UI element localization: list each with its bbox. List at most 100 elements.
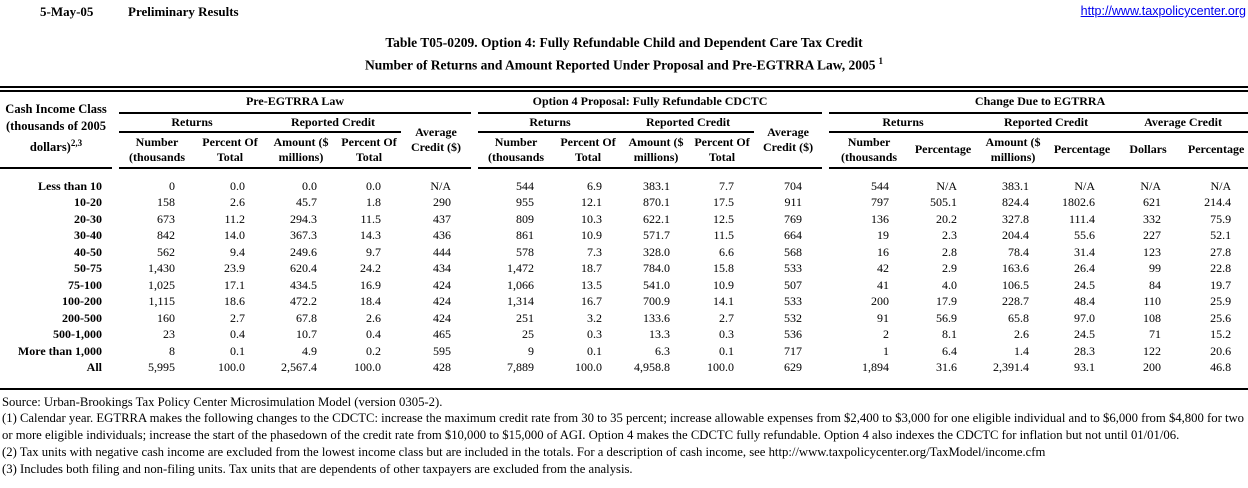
table-cell: 10.9 bbox=[581, 228, 603, 242]
column-gap bbox=[822, 359, 829, 388]
col-number-thousands: Number (thousands bbox=[119, 131, 195, 169]
column-gap bbox=[471, 168, 478, 195]
taxpolicycenter-link[interactable]: http://www.taxpolicycenter.org bbox=[1080, 4, 1246, 18]
table-cell: N/A bbox=[430, 178, 452, 193]
col-dollars: Dollars bbox=[1115, 131, 1182, 169]
data-table: Cash Income Class (thousands of 2005 dol… bbox=[0, 91, 1248, 388]
col-amount-millions: Amount ($ millions) bbox=[622, 131, 691, 169]
table-cell: 55.6 bbox=[1074, 228, 1096, 242]
table-cell: 717 bbox=[784, 343, 803, 358]
table-row: More than 1,000 8 0.1 4.9 0.2 595 9 0.1 6.3 0.1 71… bbox=[0, 343, 1248, 360]
table-cell: 911 bbox=[784, 195, 803, 209]
table-cell: 327.8 bbox=[1002, 211, 1030, 226]
table-cell: 46.8 bbox=[1210, 360, 1232, 374]
table-cell: 24.2 bbox=[360, 261, 381, 275]
table-cell: 20.2 bbox=[936, 211, 958, 226]
table-cell: 6.9 bbox=[587, 178, 603, 193]
table-cell: 214.4 bbox=[1204, 195, 1232, 209]
table-cell: 19 bbox=[877, 228, 890, 242]
table-cell: 2.6 bbox=[366, 310, 381, 325]
table-cell: 23 bbox=[163, 327, 175, 341]
table-cell: 106.5 bbox=[1002, 277, 1030, 292]
row-label: All bbox=[86, 360, 102, 374]
column-gap bbox=[471, 359, 478, 388]
table-cell: 533 bbox=[784, 261, 803, 275]
table-cell: 251 bbox=[516, 310, 535, 325]
table-cell: 544 bbox=[516, 178, 535, 193]
column-gap bbox=[822, 277, 829, 294]
table-cell: 133.6 bbox=[643, 310, 671, 325]
column-gap bbox=[822, 168, 829, 195]
table-cell: 4.0 bbox=[942, 277, 958, 292]
table-cell: 158 bbox=[157, 195, 175, 209]
table-cell: 629 bbox=[784, 360, 803, 374]
footnote-1: (1) Calendar year. EGTRRA makes the foll… bbox=[2, 411, 1244, 443]
table-cell: 28.3 bbox=[1074, 343, 1096, 358]
table-cell: 436 bbox=[433, 228, 452, 242]
table-cell: 1,430 bbox=[148, 261, 175, 275]
table-cell: 505.1 bbox=[930, 195, 958, 209]
table-cell: 100.0 bbox=[707, 360, 735, 374]
column-gap bbox=[112, 244, 119, 261]
column-gap bbox=[822, 310, 829, 327]
column-header-row: Number (thousands Percent Of Total Amoun… bbox=[0, 131, 1248, 169]
column-gap bbox=[822, 293, 829, 310]
table-cell: 1.8 bbox=[366, 195, 381, 209]
table-cell: 544 bbox=[871, 178, 890, 193]
table-cell: 16 bbox=[877, 244, 890, 259]
column-gap bbox=[112, 260, 119, 277]
column-gap bbox=[112, 293, 119, 310]
column-gap bbox=[112, 194, 119, 211]
column-gap bbox=[112, 343, 119, 360]
table-cell: 20.6 bbox=[1210, 343, 1232, 358]
table-cell: 1,115 bbox=[148, 294, 175, 308]
table-cell: 571.7 bbox=[643, 228, 671, 242]
col-percent-of-total: Percent Of Total bbox=[554, 131, 623, 169]
footnote-ref-2-3: 2,3 bbox=[70, 138, 83, 149]
table-cell: 227 bbox=[1143, 228, 1162, 242]
table-cell: 622.1 bbox=[643, 211, 671, 226]
table-cell: 31.4 bbox=[1074, 244, 1096, 259]
table-cell: 65.8 bbox=[1008, 310, 1030, 325]
row-label: 500-1,000 bbox=[53, 327, 102, 341]
table-cell: 23.9 bbox=[224, 261, 245, 275]
table-cell: 367.3 bbox=[290, 228, 317, 242]
table-cell: 437 bbox=[433, 211, 452, 226]
top-bar: 5-May-05 Preliminary Results http://www.… bbox=[0, 0, 1248, 20]
table-cell: 0.1 bbox=[587, 343, 603, 358]
column-gap bbox=[822, 260, 829, 277]
subhead-returns: Returns bbox=[119, 112, 265, 133]
table-cell: 93.1 bbox=[1074, 360, 1096, 374]
table-cell: N/A bbox=[936, 178, 958, 193]
col-percent-of-total: Percent Of Total bbox=[690, 131, 755, 169]
row-label: 40-50 bbox=[74, 244, 102, 259]
table-cell: 71 bbox=[1149, 327, 1162, 341]
group-pre-egtrra: Pre-EGTRRA Law bbox=[119, 91, 472, 114]
table-cell: 861 bbox=[516, 228, 535, 242]
table-cell: 17.5 bbox=[713, 195, 735, 209]
report-date: 5-May-05 bbox=[40, 4, 94, 19]
row-label: 10-20 bbox=[74, 195, 102, 209]
table-cell: 100.0 bbox=[354, 360, 381, 374]
table-cell: 1 bbox=[883, 343, 890, 358]
row-label: 20-30 bbox=[74, 211, 102, 226]
table-cell: 8 bbox=[169, 343, 175, 358]
table-cell: 11.2 bbox=[224, 211, 245, 226]
col-amount-millions: Amount ($ millions) bbox=[265, 131, 337, 169]
footnote-3: (3) Includes both filing and non-filing … bbox=[2, 461, 633, 476]
table-cell: 108 bbox=[1143, 310, 1162, 325]
table-cell: 16.7 bbox=[581, 294, 603, 308]
table-cell: 78.4 bbox=[1008, 244, 1030, 259]
table-cell: 15.2 bbox=[1210, 327, 1232, 341]
table-cell: 26.4 bbox=[1074, 261, 1096, 275]
table-cell: 19.7 bbox=[1210, 277, 1232, 292]
table-row: All 5,995 100.0 2,567.4 100.0 428 7,889 100.0 4,… bbox=[0, 359, 1248, 388]
table-cell: 533 bbox=[784, 294, 803, 308]
table-cell: 1,066 bbox=[507, 277, 535, 292]
table-cell: 6.4 bbox=[942, 343, 958, 358]
column-gap bbox=[471, 92, 478, 168]
table-cell: 472.2 bbox=[290, 294, 317, 308]
table-cell: 91 bbox=[877, 310, 890, 325]
table-row: 50-75 1,430 23.9 620.4 24.2 434 1,472 18.7 784.0… bbox=[0, 260, 1248, 277]
table-cell: 12.1 bbox=[581, 195, 603, 209]
